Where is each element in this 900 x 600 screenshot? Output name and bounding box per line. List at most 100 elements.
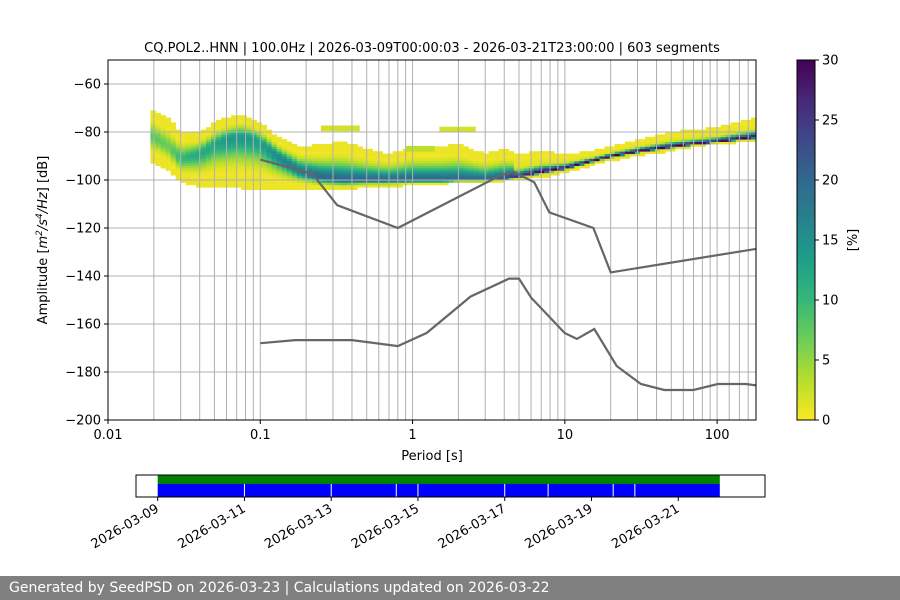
heatmap-cell — [387, 153, 394, 157]
heatmap-cell — [246, 139, 252, 142]
heatmap-cell — [316, 165, 323, 169]
heatmap-cell — [367, 158, 373, 162]
heatmap-cell — [559, 170, 565, 174]
heatmap-cell — [211, 124, 217, 128]
heatmap-cell — [251, 141, 257, 145]
heatmap-cell — [523, 170, 530, 174]
heatmap-cell — [322, 144, 328, 147]
heatmap-cell — [609, 146, 616, 150]
x-tick-label: 10 — [557, 428, 574, 443]
heatmap-cell — [165, 146, 172, 150]
heatmap-cell — [266, 136, 272, 140]
heatmap-cell — [185, 146, 192, 150]
heatmap-cell — [327, 184, 333, 188]
heatmap-cell — [337, 148, 343, 152]
heatmap-cell — [574, 153, 580, 157]
heatmap-cell — [725, 134, 732, 138]
heatmap-cell — [342, 168, 348, 171]
heatmap-cell — [211, 139, 217, 142]
heatmap-cell — [226, 177, 232, 181]
heatmap-cell — [427, 158, 434, 162]
heatmap-cell — [362, 168, 368, 171]
heatmap-cell — [554, 156, 560, 159]
heatmap-cell — [438, 165, 444, 169]
heatmap-cell — [231, 165, 237, 169]
heatmap-cell — [286, 141, 293, 145]
heatmap-cell — [286, 172, 293, 176]
heatmap-cell — [241, 117, 247, 121]
heatmap-cell — [170, 172, 177, 176]
heatmap-cell — [730, 129, 737, 133]
heatmap-cell — [347, 151, 353, 154]
heatmap-cell — [200, 182, 207, 186]
heatmap-cell — [488, 175, 494, 178]
heatmap-cell — [362, 148, 368, 152]
heatmap-cell — [185, 160, 192, 164]
heatmap-cell — [730, 127, 737, 130]
y-tick-label: −60 — [74, 78, 101, 93]
heatmap-cell — [463, 163, 469, 166]
heatmap-cell — [382, 184, 389, 188]
heatmap-cell — [311, 146, 318, 150]
heatmap-cell — [508, 165, 515, 169]
heatmap-cell — [342, 170, 348, 174]
heatmap-cell — [695, 141, 701, 145]
heatmap-cell — [256, 153, 262, 157]
heatmap-cell — [286, 151, 293, 154]
heatmap-cell — [241, 158, 247, 162]
heatmap-cell — [750, 122, 756, 126]
heatmap-cell — [372, 180, 378, 183]
heatmap-cell — [211, 129, 217, 133]
heatmap-cell — [473, 175, 479, 178]
heatmap-cell — [301, 151, 308, 154]
heatmap-cell — [271, 134, 278, 138]
heatmap-cell — [342, 184, 348, 188]
heatmap-cell — [175, 151, 182, 154]
heatmap-cell — [256, 148, 262, 152]
x-tick-label: 0.1 — [250, 428, 271, 443]
heatmap-cell — [271, 175, 278, 178]
heatmap-cell — [226, 165, 232, 169]
heatmap-cell — [629, 153, 636, 157]
heatmap-cell — [397, 156, 404, 159]
heatmap-cell — [236, 168, 242, 171]
heatmap-cell — [463, 158, 469, 162]
heatmap-cell — [417, 165, 424, 169]
heatmap-cell — [271, 170, 278, 174]
heatmap-cell — [685, 146, 691, 150]
heatmap-cell — [377, 158, 383, 162]
heatmap-cell — [185, 175, 192, 178]
heatmap-cell — [433, 177, 439, 181]
heatmap-cell — [256, 146, 262, 150]
heatmap-cell — [750, 117, 756, 121]
heatmap-cell — [150, 129, 156, 133]
heatmap-cell — [322, 175, 328, 178]
heatmap-cell — [306, 151, 313, 154]
heatmap-cell — [256, 163, 262, 166]
heatmap-cell — [160, 141, 166, 145]
heatmap-cell — [231, 175, 237, 178]
heatmap-cell — [604, 156, 611, 159]
heatmap-cell — [483, 180, 489, 183]
heatmap-cell — [246, 127, 252, 130]
colorbar-tick-label: 30 — [822, 54, 839, 69]
heatmap-cell — [644, 151, 651, 154]
heatmap-cell — [205, 170, 212, 174]
heatmap-cell — [185, 148, 192, 152]
heatmap-cell — [261, 144, 267, 147]
heatmap-cell — [443, 146, 449, 150]
heatmap-cell — [609, 148, 616, 152]
heatmap-cell — [276, 151, 283, 154]
heatmap-cell — [604, 153, 611, 157]
heatmap-cell — [301, 184, 308, 188]
heatmap-cell — [629, 148, 636, 152]
heatmap-cell — [195, 182, 202, 186]
heatmap-cell — [175, 172, 182, 176]
heatmap-cell — [180, 177, 187, 181]
heatmap-cell — [740, 122, 747, 126]
heatmap-cell — [367, 151, 373, 154]
heatmap-cell — [377, 177, 383, 181]
heatmap-cell — [518, 168, 525, 171]
heatmap-cell — [407, 180, 414, 183]
heatmap-cell — [483, 175, 489, 178]
